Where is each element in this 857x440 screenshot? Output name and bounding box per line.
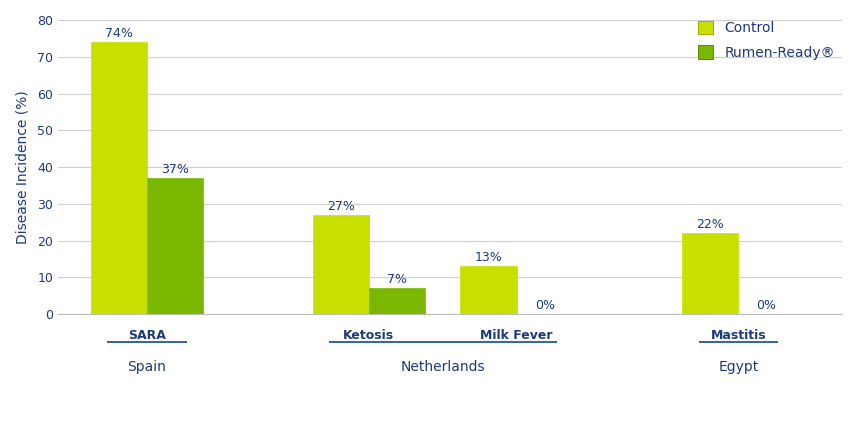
Text: 37%: 37% (161, 163, 189, 176)
Text: 74%: 74% (105, 27, 133, 40)
Text: Mastitis: Mastitis (710, 329, 766, 342)
Legend: Control, Rumen-Ready®: Control, Rumen-Ready® (698, 21, 835, 59)
Y-axis label: Disease Incidence (%): Disease Incidence (%) (15, 90, 29, 244)
Text: 7%: 7% (387, 273, 407, 286)
Text: SARA: SARA (128, 329, 166, 342)
Text: Ketosis: Ketosis (343, 329, 394, 342)
Text: 0%: 0% (535, 299, 554, 312)
Bar (460, 266, 517, 314)
Bar (682, 233, 739, 314)
Bar (91, 42, 147, 314)
Text: 27%: 27% (327, 200, 355, 213)
Bar (313, 215, 369, 314)
Text: Egypt: Egypt (718, 360, 758, 374)
Text: 0%: 0% (757, 299, 776, 312)
Bar (147, 178, 203, 314)
Bar (369, 288, 425, 314)
Text: Netherlands: Netherlands (400, 360, 485, 374)
Text: Spain: Spain (128, 360, 166, 374)
Text: 22%: 22% (697, 218, 724, 231)
Text: 13%: 13% (475, 251, 502, 264)
Text: Milk Fever: Milk Fever (481, 329, 553, 342)
